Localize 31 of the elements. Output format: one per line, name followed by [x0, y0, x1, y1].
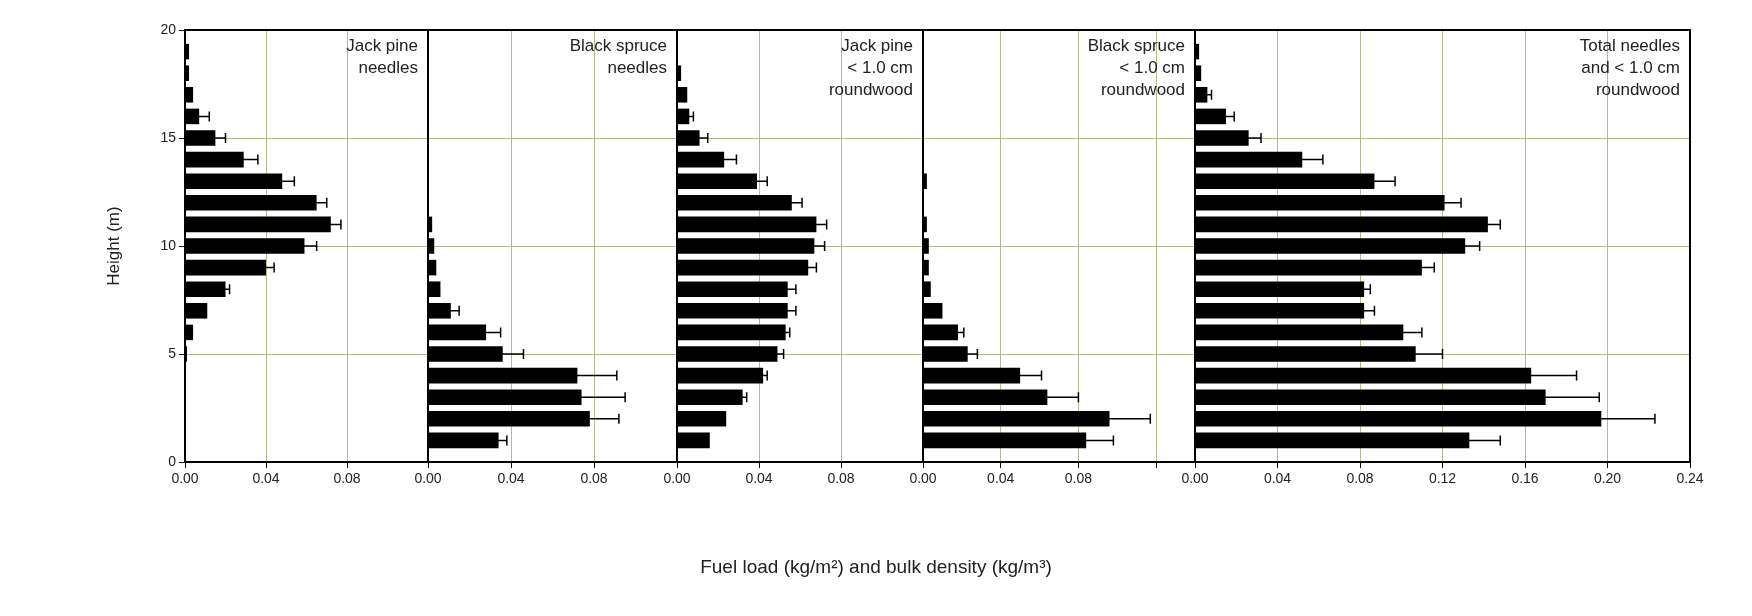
text: Black spruce < 1.0 cm roundwood — [1087, 36, 1185, 100]
x-tick-label: 0.04 — [987, 470, 1015, 487]
x-tick-label: 0.08 — [580, 470, 608, 487]
x-tick-label: 0.16 — [1511, 470, 1539, 487]
text: Jack pine < 1.0 cm roundwood — [828, 36, 913, 100]
y-tick-label: 0 — [168, 452, 177, 469]
x-tick-label: 0.08 — [1346, 470, 1374, 487]
y-tick-label: 10 — [160, 236, 177, 253]
x-tick-label: 0.00 — [909, 470, 937, 487]
x-tick-label: 0.04 — [745, 470, 773, 487]
x-tick-label: 0.04 — [1263, 470, 1292, 487]
x-tick-label: 0.08 — [333, 470, 361, 487]
x-axis-title: Fuel load (kg/m²) and bulk density (kg/m³) — [699, 556, 1053, 578]
text: Black spruce needles — [569, 36, 667, 78]
x-tick-label: 0.04 — [252, 470, 280, 487]
x-tick-label: 0.24 — [1676, 470, 1704, 487]
x-tick-label: 0.12 — [1428, 470, 1457, 487]
x-tick-label: 0.04 — [497, 470, 525, 487]
x-tick-label: 0.20 — [1593, 470, 1622, 487]
y-axis-title: Height (m) — [103, 206, 123, 286]
text: Total needles and < 1.0 cm roundwood — [1579, 36, 1680, 100]
x-tick-label: 0.00 — [171, 470, 199, 487]
y-tick-label: 15 — [160, 128, 177, 145]
y-tick-label: 5 — [168, 344, 177, 361]
y-tick-label: 20 — [160, 20, 177, 37]
x-tick-label: 0.08 — [1064, 470, 1093, 487]
text: Jack pine needles — [346, 36, 418, 78]
x-tick-label: 0.08 — [827, 470, 855, 487]
x-tick-label: 0.00 — [414, 470, 442, 487]
x-tick-label: 0.00 — [1181, 470, 1209, 487]
x-tick-label: 0.00 — [663, 470, 691, 487]
